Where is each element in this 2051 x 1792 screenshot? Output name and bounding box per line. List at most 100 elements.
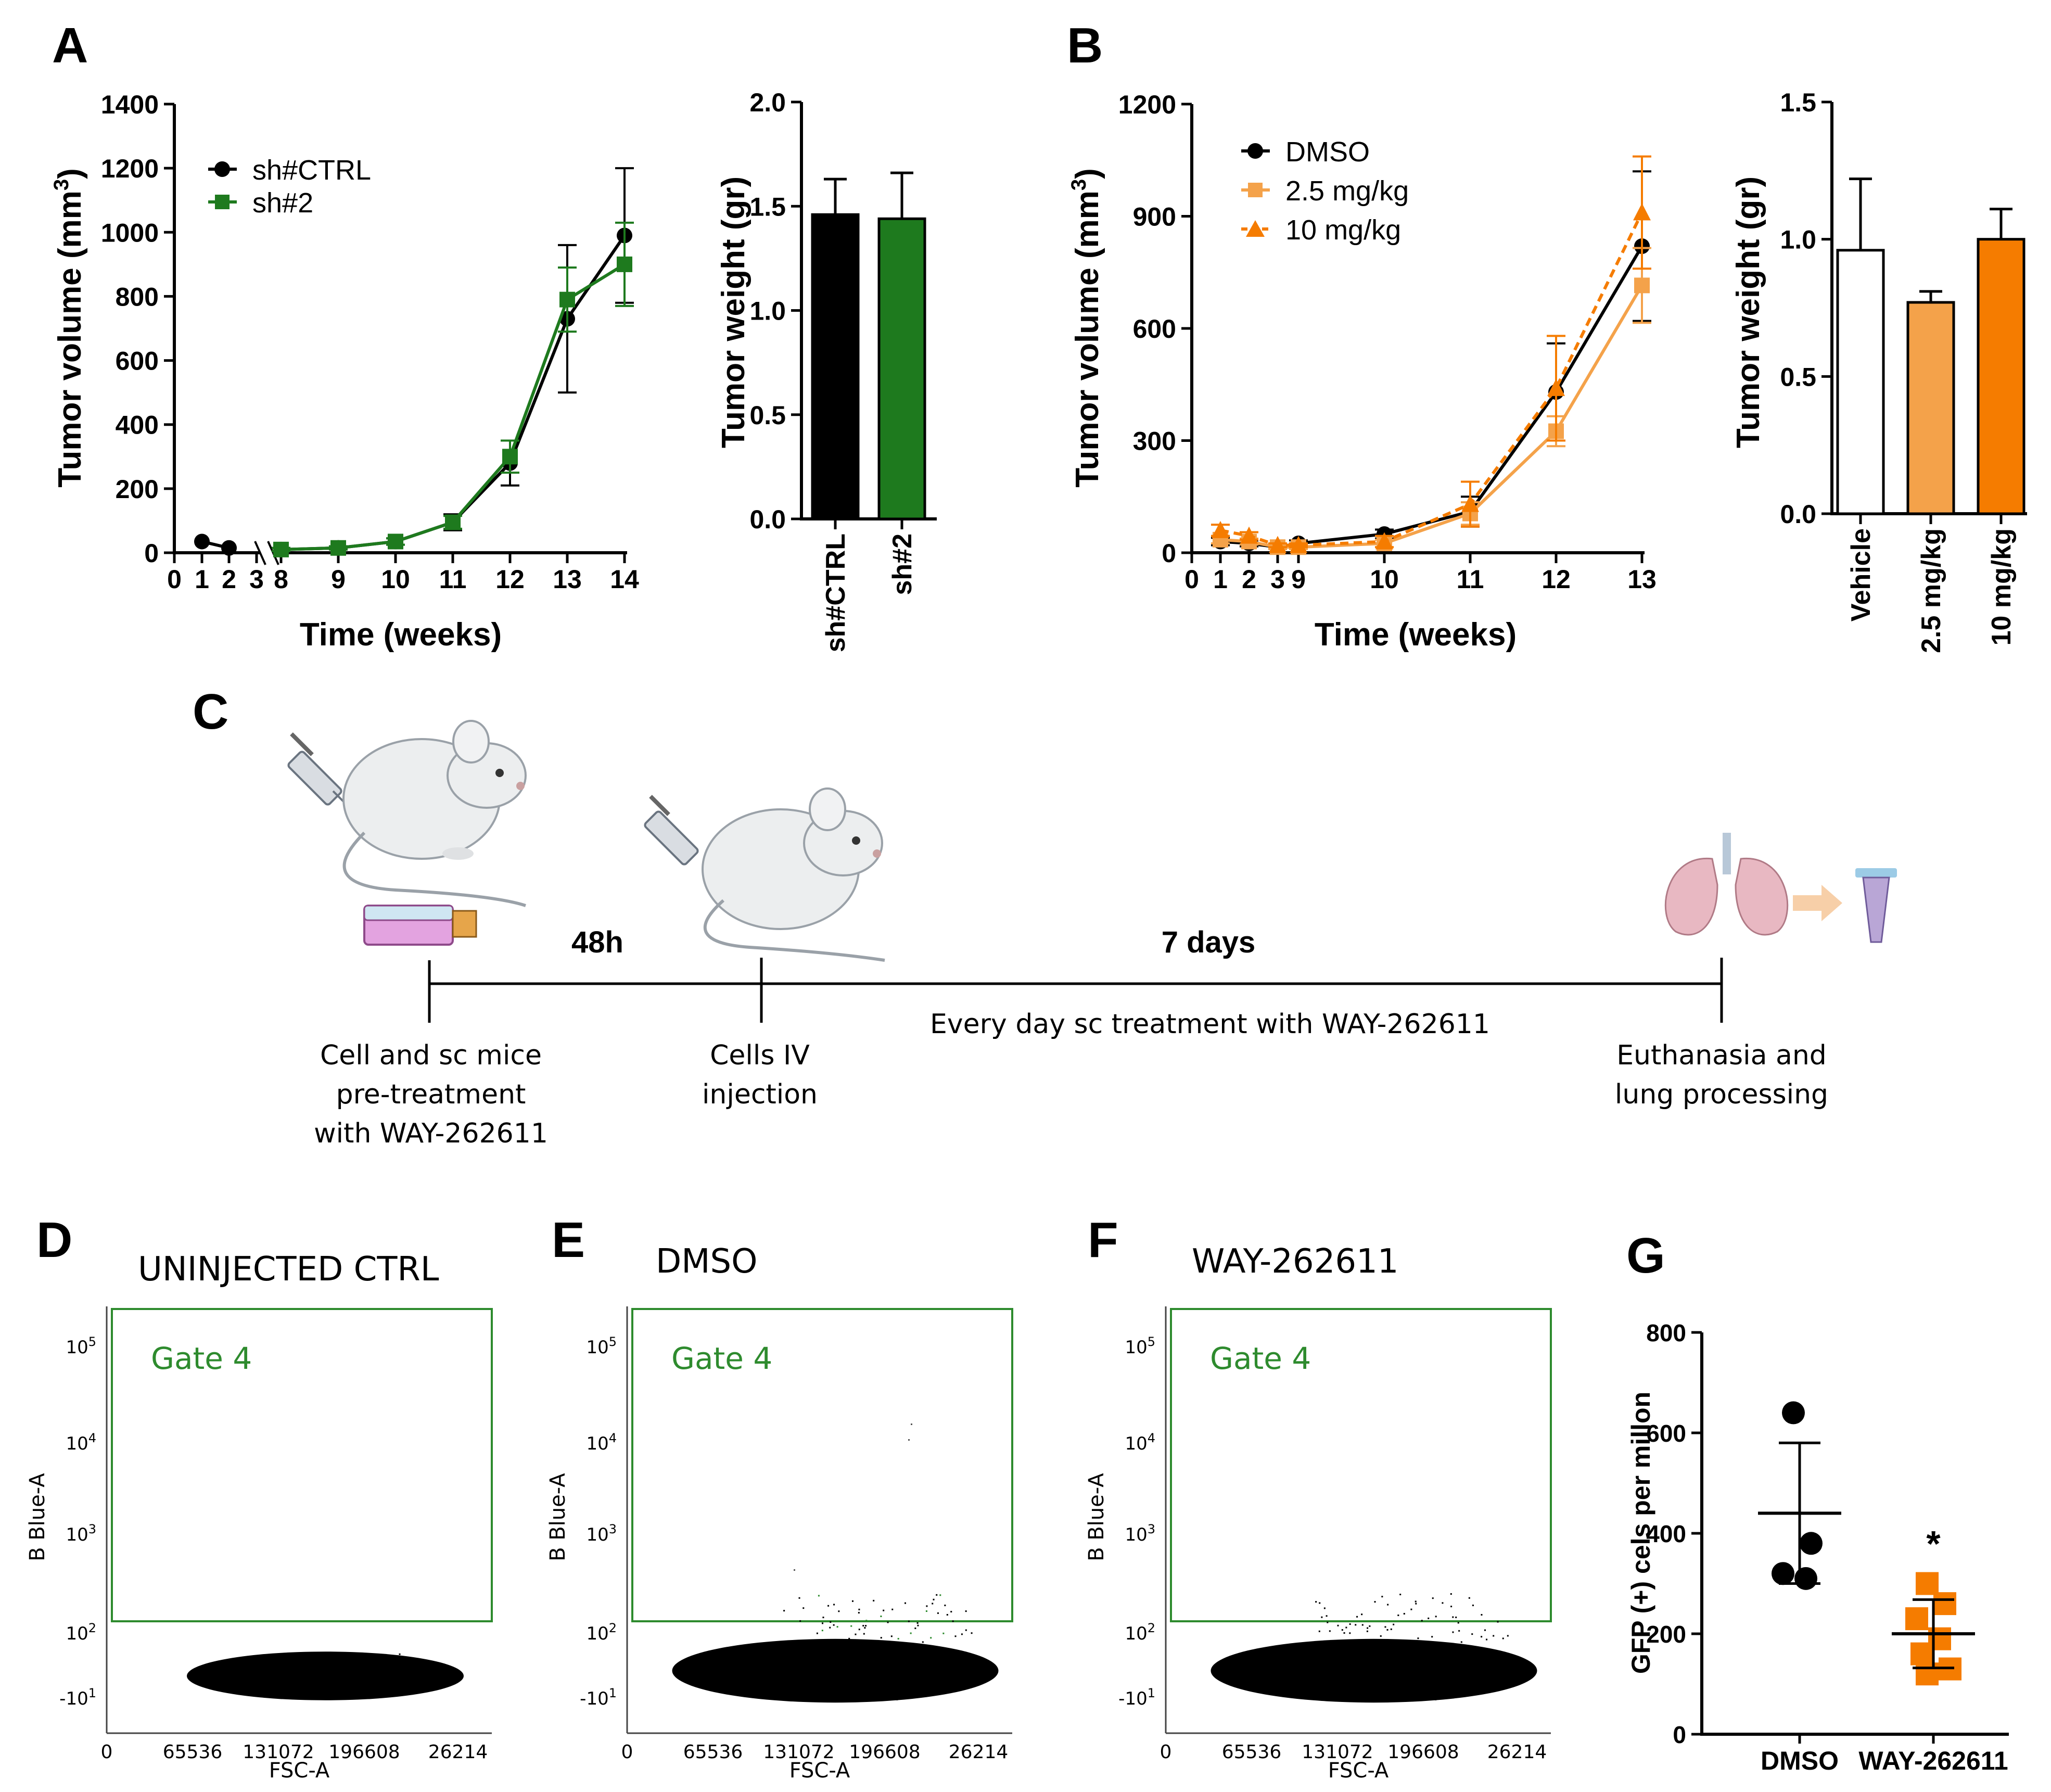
flow-dot (861, 1664, 863, 1667)
flow-dot (251, 1679, 253, 1681)
flow-dot (323, 1672, 325, 1674)
flow-dot (303, 1677, 305, 1679)
flow-dot (794, 1684, 796, 1686)
flow-dot (350, 1663, 352, 1665)
flow-dot (333, 1685, 335, 1687)
flow-dot (337, 1662, 339, 1664)
flow-dot (299, 1687, 301, 1689)
flow-dot (342, 1670, 345, 1672)
flow-dot (267, 1674, 269, 1676)
flow-dot (896, 1649, 898, 1651)
flow-dot (339, 1670, 341, 1672)
flow-dot (369, 1669, 371, 1671)
flow-dot (275, 1680, 277, 1682)
b-ytick-label: 900 (1133, 202, 1176, 232)
flow-dot (882, 1672, 884, 1674)
flow-dot (284, 1684, 286, 1686)
flow-dot (347, 1678, 349, 1680)
flow-dot (859, 1677, 861, 1680)
flow-dot (358, 1670, 360, 1672)
flow-dot (890, 1666, 892, 1668)
flow-dot (269, 1686, 271, 1688)
flow-dot (303, 1663, 305, 1666)
flow-dot (335, 1657, 337, 1659)
flow-dot (778, 1693, 780, 1695)
flow-dot (289, 1680, 291, 1682)
panel-label-f: F (1088, 1212, 1118, 1268)
flow-dot (388, 1671, 390, 1673)
flow-dot (832, 1654, 834, 1656)
flow-dot (778, 1677, 780, 1679)
flow-dot (281, 1685, 283, 1687)
b-point (1290, 536, 1307, 553)
flow-dot (328, 1682, 330, 1684)
flow-dot (911, 1671, 913, 1673)
flow-dot (924, 1660, 926, 1662)
arrow-right-icon (1793, 885, 1842, 921)
flow-dot (283, 1673, 285, 1675)
flow-dot (902, 1654, 904, 1656)
flow-dot (261, 1682, 263, 1684)
flow-dot (390, 1672, 392, 1674)
flow-dot (841, 1645, 843, 1647)
flow-dot (801, 1687, 804, 1689)
flow-dot (266, 1685, 269, 1687)
flow-ytick-exp: 3 (88, 1522, 96, 1536)
flow-dot (349, 1673, 351, 1675)
flow-dot (312, 1667, 314, 1669)
flow-dot (303, 1675, 305, 1677)
flow-dot (363, 1676, 365, 1679)
flow-dot (789, 1685, 792, 1687)
flow-dot (327, 1675, 329, 1677)
flow-dot (277, 1684, 279, 1686)
flow-dot (313, 1669, 315, 1671)
flow-dot (783, 1670, 785, 1672)
flow-dot (299, 1683, 301, 1685)
flow-dot (797, 1656, 799, 1658)
flow-dot (867, 1668, 869, 1670)
step2-line1: Cells IV (710, 1040, 810, 1071)
flow-dot (855, 1659, 857, 1661)
flow-dot (897, 1653, 899, 1655)
flow-dot (291, 1678, 294, 1680)
flow-dot (359, 1680, 361, 1682)
flow-dot (341, 1672, 343, 1674)
flow-dot (284, 1669, 286, 1671)
flow-dot (296, 1683, 298, 1685)
flow-dot (776, 1668, 778, 1670)
flow-dot (777, 1680, 779, 1682)
a-xtick-label: 9 (331, 565, 346, 594)
flow-dot (783, 1686, 785, 1688)
flow-dot (327, 1672, 329, 1674)
flow-dot (878, 1648, 881, 1650)
flow-dot (263, 1691, 265, 1693)
flow-dot (315, 1672, 317, 1674)
label-48h: 48h (571, 925, 623, 959)
flow-dot (349, 1676, 351, 1678)
flow-dot (332, 1681, 334, 1683)
flow-dot (846, 1653, 848, 1655)
flow-dot (800, 1662, 802, 1664)
flow-dot (374, 1669, 376, 1671)
flow-dot (368, 1673, 370, 1675)
flow-dot (303, 1666, 305, 1668)
flow-dot (813, 1653, 816, 1655)
flow-dot (373, 1680, 375, 1682)
flow-dot (334, 1681, 336, 1683)
flow-dot (901, 1670, 903, 1672)
flow-dot (869, 1654, 871, 1656)
flow-dot (835, 1660, 837, 1662)
flow-dot (791, 1649, 793, 1651)
flow-dot (897, 1670, 899, 1672)
flow-dot (332, 1667, 334, 1669)
flow-dot (387, 1673, 389, 1675)
flow-dot (349, 1687, 351, 1689)
flow-dot (314, 1691, 316, 1693)
flow-dot (329, 1697, 332, 1699)
flow-dot (774, 1676, 776, 1678)
flow-dot (274, 1663, 276, 1666)
flow-dot (364, 1683, 366, 1685)
flow-dot (326, 1663, 328, 1666)
